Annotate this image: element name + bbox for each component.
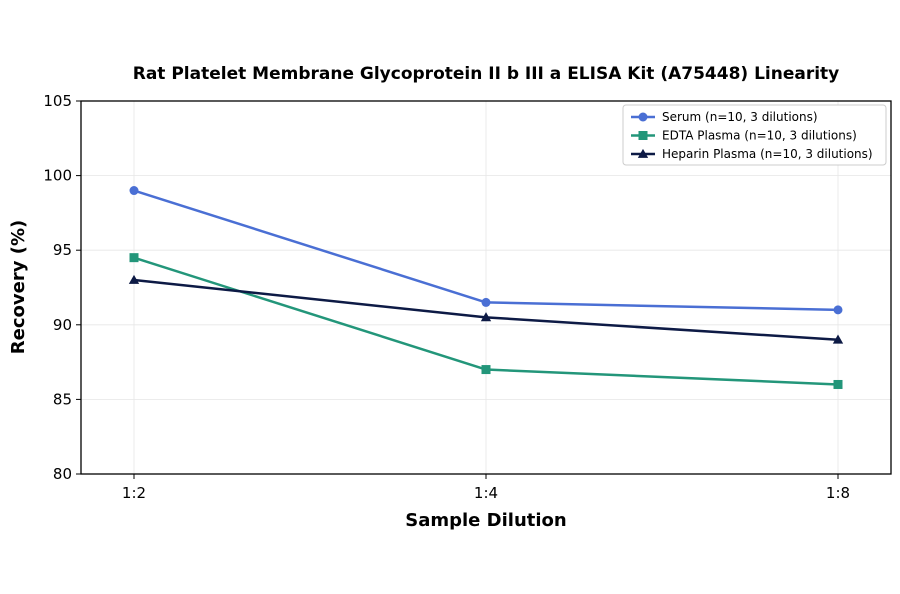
data-point [832,334,844,344]
data-point [129,186,139,196]
legend-marker [638,131,648,140]
x-axis-label: Sample Dilution [405,510,566,531]
legend-item-1: Serum (n=10, 3 dilutions) [631,110,818,124]
legend-item-3: Heparin Plasma (n=10, 3 dilutions) [631,147,873,161]
legend-label: Serum (n=10, 3 dilutions) [662,110,818,124]
x-tick-label: 1:4 [474,484,498,502]
data-point [480,312,492,322]
legend-label: EDTA Plasma (n=10, 3 dilutions) [662,129,857,143]
y-axis-label: Recovery (%) [8,220,29,354]
y-tick-label: 90 [53,316,72,334]
legend-marker [638,112,648,122]
y-axis: 80 85 90 95 100 105 [43,92,81,483]
y-tick-label: 80 [53,465,72,483]
series-layer [128,186,844,389]
legend-box [622,104,887,166]
series-2 [129,253,843,389]
legend-marker [637,148,649,158]
data-point [833,379,843,389]
data-point [481,297,491,307]
y-tick-label: 100 [43,167,72,185]
y-tick-label: 95 [53,241,72,259]
legend-label: Heparin Plasma (n=10, 3 dilutions) [662,147,873,161]
legend-item-2: EDTA Plasma (n=10, 3 dilutions) [631,129,857,143]
x-tick-label: 1:2 [122,484,146,502]
x-tick-label: 1:8 [826,484,850,502]
data-point [129,253,139,263]
y-tick-label: 105 [43,92,72,110]
data-point [481,365,491,375]
x-axis: 1:2 1:4 1:8 [122,474,850,502]
y-tick-label: 85 [53,390,72,408]
series-1 [129,186,843,315]
data-point [128,274,140,284]
data-point [833,305,843,315]
legend: Serum (n=10, 3 dilutions) EDTA Plasma (n=… [622,104,887,166]
series-3 [128,274,844,344]
chart-title: Rat Platelet Membrane Glycoprotein II b … [133,64,840,84]
